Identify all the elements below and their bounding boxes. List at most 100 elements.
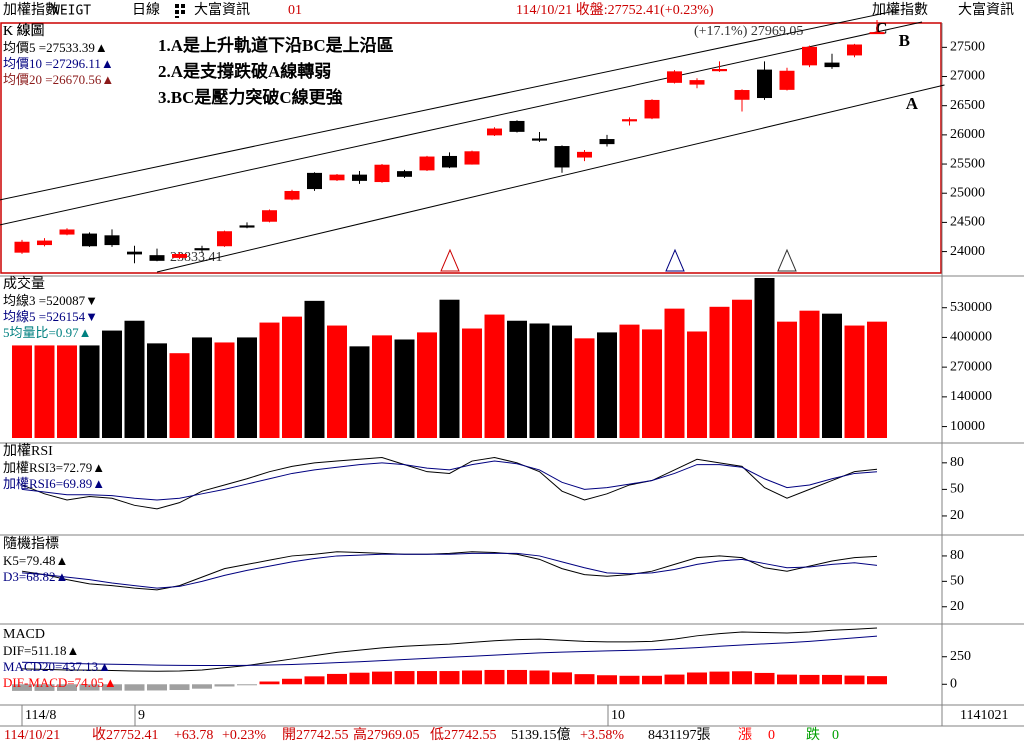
signal-marker — [777, 248, 797, 272]
volume-bar — [732, 299, 752, 438]
volume-bar — [417, 332, 437, 438]
candle-body — [127, 251, 142, 255]
volume-bar — [124, 320, 145, 438]
volume-bar — [12, 345, 32, 438]
candle-body — [487, 128, 502, 136]
legend-entry: 均價20 =26670.56▲ — [3, 72, 114, 87]
candle-body — [307, 172, 322, 190]
candle-body — [599, 139, 615, 145]
candle-body — [824, 62, 840, 68]
volume-bar — [844, 325, 865, 438]
y-tick-label: 50 — [950, 482, 964, 497]
histogram-bar — [282, 678, 302, 685]
volume-bar — [102, 330, 122, 438]
legend-entry: K5=79.48▲ — [3, 553, 68, 568]
y-tick-label: 25500 — [950, 156, 985, 171]
candle-body — [419, 156, 435, 171]
volume-bar — [664, 308, 685, 438]
panel-title: MACD — [3, 627, 45, 642]
legend-entry: 加權RSI6=69.89▲ — [3, 476, 105, 491]
volume-bar — [552, 325, 572, 438]
histogram-bar — [754, 672, 775, 685]
histogram-bar — [349, 672, 370, 685]
candle-body — [689, 80, 705, 85]
header-title: 加權指數 — [3, 2, 59, 18]
volume-bar — [867, 321, 887, 438]
indicator-line — [21, 635, 878, 667]
candle-body — [104, 235, 120, 246]
status-field: 開27742.55 — [282, 728, 349, 743]
candle-body — [239, 225, 255, 228]
volume-bar — [687, 331, 707, 438]
histogram-bar — [372, 671, 392, 685]
histogram-bar — [732, 671, 752, 685]
histogram-bar — [642, 675, 662, 685]
status-field: +3.58% — [580, 728, 624, 743]
volume-bar — [282, 316, 302, 438]
histogram-bar — [192, 684, 212, 689]
candle-body — [847, 44, 862, 56]
signal-marker — [440, 248, 460, 272]
header-vendor: 大富資訊 — [194, 1, 250, 18]
volume-bar — [462, 328, 482, 438]
y-tick-label: 26000 — [950, 127, 985, 142]
y-tick-label: 80 — [950, 455, 964, 470]
header-right-vendor: 大富資訊 — [958, 1, 1014, 18]
indicator-line — [21, 460, 878, 501]
candle-body — [869, 32, 885, 35]
volume-bar — [304, 300, 325, 438]
annotation: 3.BC是壓力突破C線更強 — [158, 87, 343, 107]
volume-bar — [327, 325, 347, 438]
status-field: 0 — [832, 728, 839, 743]
y-tick-label: 10000 — [950, 419, 985, 434]
volume-bar — [754, 278, 775, 438]
histogram-bar — [529, 670, 550, 685]
y-tick-label: 24500 — [950, 215, 985, 230]
legend-entry: 均線3 =520087▼ — [3, 293, 98, 308]
candle-body — [82, 233, 97, 247]
candle-body — [14, 241, 30, 253]
header-number: 01 — [288, 3, 302, 18]
histogram-bar — [799, 674, 820, 685]
volume-bar — [574, 338, 595, 438]
histogram-bar — [574, 674, 595, 685]
histogram-bar — [304, 676, 325, 685]
header-period: 日線 — [132, 2, 160, 18]
status-field: 5139.15億 — [511, 727, 571, 743]
status-field: +63.78 — [174, 728, 213, 743]
histogram-bar — [394, 671, 415, 685]
candle-body — [779, 70, 795, 90]
legend-entry: DIF-MACD=74.05▲ — [3, 675, 117, 690]
volume-bar — [214, 342, 235, 438]
annotation: 1.A是上升軌道下沿BC是上沿區 — [158, 35, 394, 55]
histogram-bar — [102, 684, 122, 691]
panel-title: K 線圖 — [3, 23, 45, 39]
histogram-bar — [709, 671, 730, 685]
status-field: 高27969.05 — [353, 726, 420, 743]
histogram-bar — [777, 674, 797, 685]
histogram-bar — [237, 684, 257, 686]
volume-bar — [394, 339, 415, 438]
y-tick-label: 50 — [950, 574, 964, 589]
y-tick-label: 140000 — [950, 389, 992, 404]
status-field: 0 — [768, 728, 775, 743]
y-tick-label: 0 — [950, 676, 957, 691]
histogram-bar — [79, 684, 100, 691]
volume-bar — [34, 345, 55, 438]
candle-body — [757, 69, 772, 99]
volume-bar — [192, 337, 212, 438]
panel-title: K 線圖 — [3, 23, 45, 39]
candle-body — [532, 138, 547, 141]
legend-entry: 加權RSI3=72.79▲ — [3, 460, 105, 475]
histogram-bar — [597, 675, 617, 685]
header-code: WEIGT — [52, 4, 91, 19]
legend-entry: D3=68.82▲ — [3, 569, 68, 584]
histogram-bar — [664, 674, 685, 685]
candle-body — [397, 171, 412, 177]
candle-body — [509, 120, 525, 132]
histogram-bar — [169, 684, 190, 691]
indicator-line — [21, 457, 878, 510]
low-label: 23833.41 — [170, 250, 223, 265]
volume-bar — [349, 346, 370, 438]
candle-body — [712, 69, 727, 72]
